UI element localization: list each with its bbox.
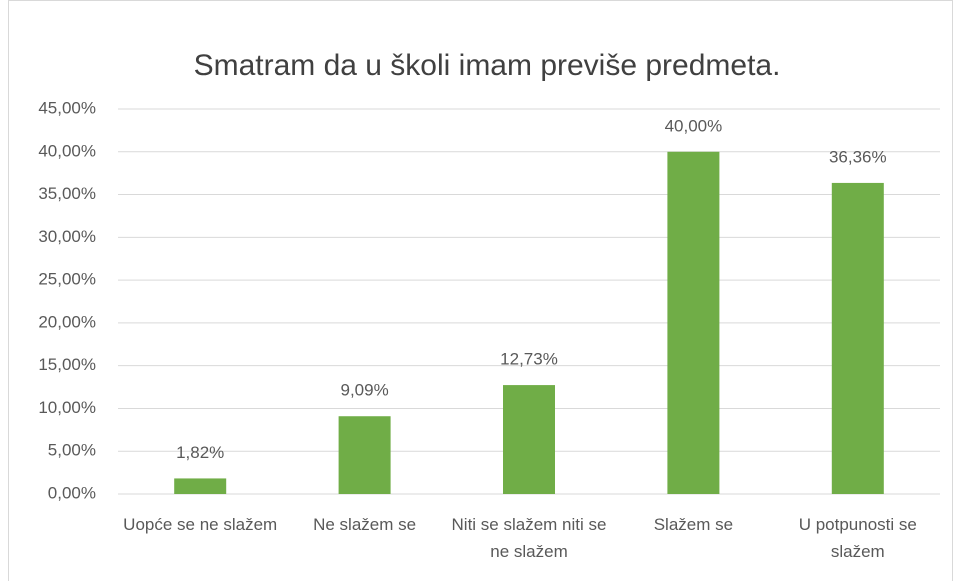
data-label: 9,09% [340,381,388,400]
x-tick-label: Niti se slažem niti se ne slažem [451,515,607,561]
bar [831,182,884,495]
x-tick-label: Slažem se [653,515,734,534]
y-tick-label: 30,00% [38,227,96,246]
data-label: 12,73% [500,350,558,369]
y-tick-label: 35,00% [38,184,96,203]
x-tick-label: Ne slažem se [313,515,417,534]
bar [503,385,555,494]
y-tick-label: 5,00% [48,441,96,460]
data-label: 36,36% [829,147,887,166]
y-tick-label: 10,00% [38,398,96,417]
x-tick-label: Uopće se ne slažem [123,515,278,534]
x-tick-label: U potpunosti se slažem [798,515,917,561]
y-tick-label: 0,00% [48,483,96,502]
chart-border [8,0,953,581]
chart-title: Smatram da u školi imam previše predmeta… [194,49,781,82]
y-tick-label: 15,00% [38,355,96,374]
bar [174,478,227,494]
y-tick-label: 45,00% [38,98,96,117]
bar [667,151,720,494]
data-label: 1,82% [176,443,224,462]
bar [338,416,391,494]
y-tick-label: 20,00% [38,312,96,331]
y-tick-label: 25,00% [38,270,96,289]
data-label: 40,00% [665,116,723,135]
y-tick-label: 40,00% [38,141,96,160]
